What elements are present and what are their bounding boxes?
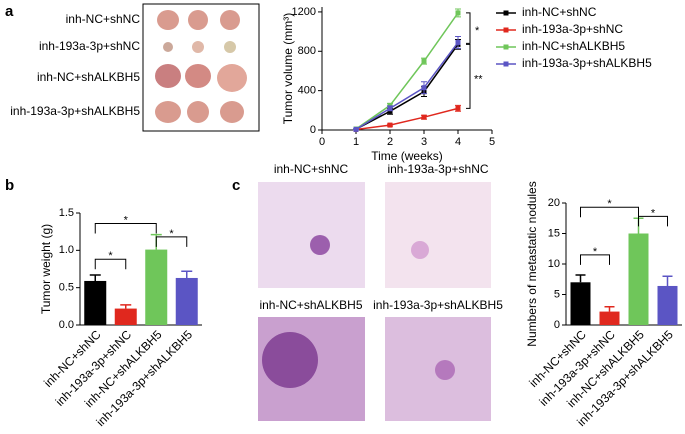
caption: inh-193a-3p+shNC bbox=[387, 162, 488, 176]
marker bbox=[421, 85, 427, 91]
bracket bbox=[94, 222, 157, 234]
caption: inh-193a-3p+shALKBH5 bbox=[373, 298, 503, 312]
marker bbox=[455, 105, 461, 111]
annotation: * bbox=[108, 250, 113, 262]
legend-label: inh-193a-3p+shALKBH5 bbox=[522, 56, 652, 70]
legend-marker bbox=[503, 27, 509, 33]
y-tick-label: 1.0 bbox=[59, 244, 74, 256]
line bbox=[355, 41, 459, 131]
legend-marker bbox=[503, 44, 509, 50]
row-label: inh-NC+shALKBH5 bbox=[37, 70, 140, 84]
y-tick-label: 1.5 bbox=[59, 207, 74, 219]
marker bbox=[455, 39, 461, 45]
legend-marker bbox=[503, 61, 509, 67]
y-tick-label: 1200 bbox=[292, 6, 316, 18]
error-bar bbox=[181, 270, 193, 278]
panel-label: c bbox=[232, 177, 240, 194]
y-tick-label: 800 bbox=[298, 45, 316, 57]
line bbox=[355, 12, 459, 130]
legend-label: inh-193a-3p+shNC bbox=[522, 22, 623, 36]
error-bar bbox=[120, 304, 132, 309]
bar bbox=[175, 277, 198, 325]
x-axis-label: Time (weeks) bbox=[371, 149, 443, 163]
bar bbox=[570, 282, 591, 325]
bar bbox=[114, 308, 137, 325]
y-axis-label: Tumor weight (g) bbox=[39, 224, 53, 314]
y-axis-label: Numbers of metastatic nodules bbox=[525, 181, 539, 346]
legend-label: inh-NC+shNC bbox=[522, 5, 597, 19]
bracket bbox=[466, 43, 471, 109]
y-tick-label: 15 bbox=[548, 227, 560, 239]
y-tick-label: 0 bbox=[310, 124, 316, 136]
histology-images bbox=[258, 182, 491, 421]
y-tick-label: 5 bbox=[554, 288, 560, 300]
y-tick-label: 0.5 bbox=[59, 282, 74, 294]
bracket bbox=[580, 254, 610, 265]
bracket bbox=[466, 12, 471, 44]
bracket bbox=[580, 206, 639, 218]
line bbox=[355, 43, 459, 130]
legend-label: inh-NC+shALKBH5 bbox=[522, 39, 625, 53]
annotation: * bbox=[593, 246, 598, 258]
marker bbox=[421, 58, 427, 64]
marker bbox=[421, 114, 427, 120]
tumors bbox=[155, 10, 247, 123]
row-label: inh-193a-3p+shALKBH5 bbox=[10, 104, 140, 118]
error-bar bbox=[662, 275, 673, 286]
error-bar bbox=[89, 274, 101, 281]
x-tick-label: 2 bbox=[387, 136, 393, 148]
y-tick-label: 0.0 bbox=[59, 319, 74, 331]
error-bar bbox=[575, 274, 586, 283]
y-tick-label: 400 bbox=[298, 85, 316, 97]
x-tick-label: 0 bbox=[319, 136, 325, 148]
bracket bbox=[94, 258, 127, 270]
annotation: * bbox=[607, 198, 612, 210]
row-label: inh-193a-3p+shNC bbox=[39, 39, 140, 53]
annotation: * bbox=[124, 214, 129, 226]
marker bbox=[387, 105, 393, 111]
caption: inh-NC+shNC bbox=[274, 162, 349, 176]
bar bbox=[599, 311, 620, 325]
annotation: * bbox=[475, 25, 480, 37]
marker bbox=[455, 10, 461, 16]
legend-marker bbox=[503, 10, 509, 16]
bar bbox=[145, 249, 168, 325]
y-tick-label: 0 bbox=[554, 319, 560, 331]
x-tick-label: 1 bbox=[353, 136, 359, 148]
error-bar bbox=[604, 305, 615, 312]
annotation: ** bbox=[474, 73, 483, 85]
x-tick-label: 5 bbox=[489, 136, 495, 148]
y-tick-label: 10 bbox=[548, 258, 560, 270]
annotation: * bbox=[651, 207, 656, 219]
y-tick-label: 20 bbox=[548, 197, 560, 209]
bar bbox=[628, 233, 649, 325]
x-tick-label: 3 bbox=[421, 136, 427, 148]
x-tick-label: 4 bbox=[455, 136, 461, 148]
line bbox=[355, 107, 459, 131]
panel-label: b bbox=[5, 177, 14, 194]
bracket bbox=[155, 236, 188, 247]
row-label: inh-NC+shNC bbox=[66, 12, 141, 26]
annotation: * bbox=[169, 228, 174, 240]
bar bbox=[657, 285, 678, 325]
bar bbox=[84, 280, 107, 325]
panel-label: a bbox=[5, 3, 14, 20]
caption: inh-NC+shALKBH5 bbox=[259, 298, 362, 312]
bracket bbox=[638, 215, 668, 227]
marker bbox=[353, 126, 359, 132]
marker bbox=[387, 122, 393, 128]
y-axis-label: Tumor volume (mm³) bbox=[281, 13, 295, 125]
